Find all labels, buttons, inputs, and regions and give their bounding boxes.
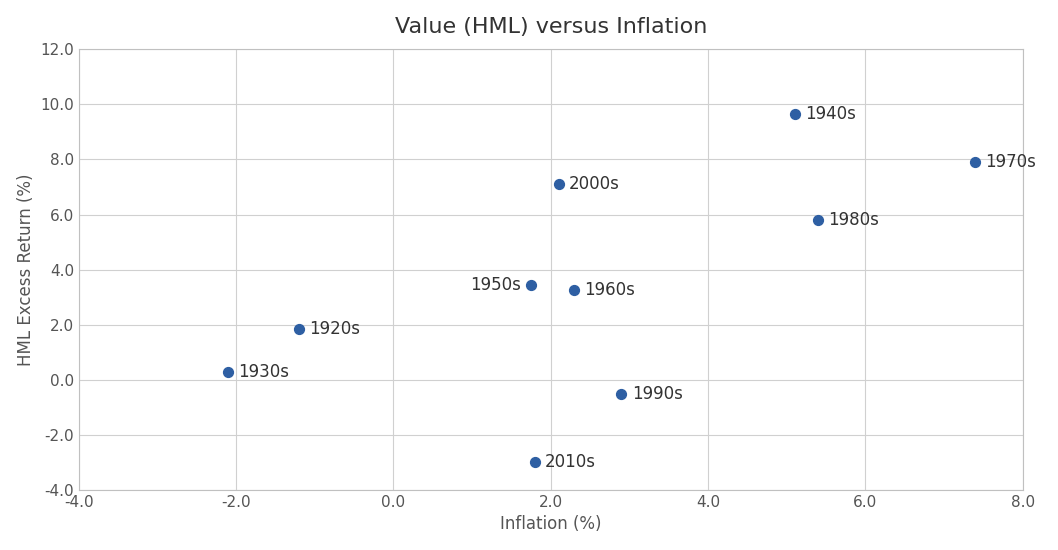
Point [550,180,567,189]
Text: 1950s: 1950s [470,276,521,294]
Y-axis label: HML Excess Return (%): HML Excess Return (%) [17,173,35,366]
Text: 1920s: 1920s [309,320,361,338]
Text: 1930s: 1930s [238,362,290,381]
Point [967,158,984,167]
Point [291,324,308,333]
Point [613,389,630,398]
Text: 1980s: 1980s [828,211,879,229]
Point [566,286,583,295]
Text: 1970s: 1970s [986,153,1037,171]
Point [523,280,540,289]
Text: 1940s: 1940s [805,105,856,123]
Text: 1960s: 1960s [584,281,636,299]
Point [527,458,544,467]
Text: 2000s: 2000s [569,175,620,193]
Point [220,367,237,376]
Point [786,109,803,118]
Point [809,216,826,224]
X-axis label: Inflation (%): Inflation (%) [500,515,601,534]
Title: Value (HML) versus Inflation: Value (HML) versus Inflation [395,16,707,37]
Text: 2010s: 2010s [545,453,597,471]
Text: 1990s: 1990s [632,384,682,403]
